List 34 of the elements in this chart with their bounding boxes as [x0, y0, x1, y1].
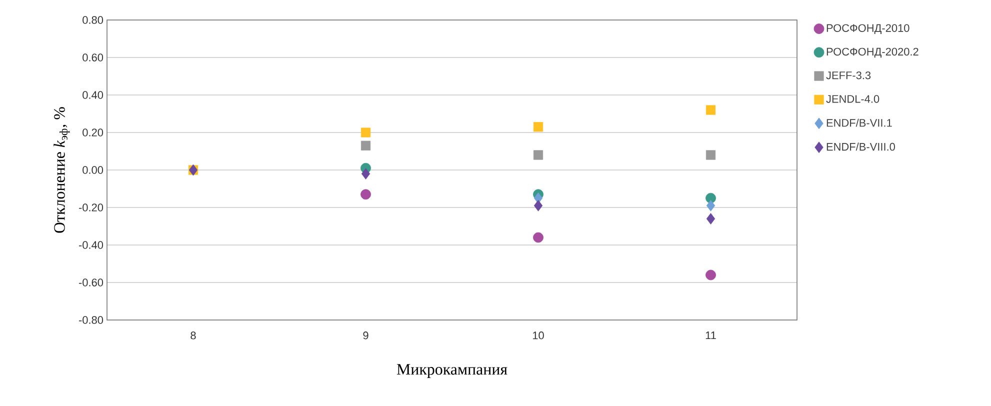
point: [360, 189, 371, 200]
y-tick-label: -0.60: [78, 278, 104, 286]
legend-label: JENDL-4.0: [826, 95, 880, 103]
x-tick-label: 8: [190, 332, 196, 340]
y-axis-title: Отклонение k$_{эф}$, %: [54, 107, 70, 233]
point: [361, 168, 370, 180]
point: [706, 150, 716, 160]
x-tick-label: 9: [363, 332, 368, 340]
x-tick-label: 11: [706, 332, 716, 340]
y-tick-label: 0.00: [82, 166, 104, 174]
point: [706, 213, 716, 224]
legend-label: JEFF-3.3: [826, 71, 871, 80]
x-tick-label: 10: [532, 332, 544, 340]
point: [533, 232, 544, 243]
legend-label: РОСФОНД-2010: [826, 24, 910, 34]
point: [706, 105, 716, 115]
y-tick-label: -0.20: [78, 204, 104, 212]
point: [533, 122, 544, 132]
point: [360, 140, 371, 150]
x-axis-title: Микрокампания: [396, 364, 508, 378]
point: [706, 200, 716, 212]
point: [533, 150, 544, 160]
legend-label: РОСФОНД-2020.2: [826, 48, 918, 58]
point: [360, 128, 371, 138]
y-tick-label: -0.40: [78, 241, 104, 249]
y-tick-label: 0.60: [82, 54, 104, 62]
legend-label: ENDF/B-VIII.0: [826, 142, 895, 151]
point: [706, 270, 716, 280]
y-tick-label: 0.20: [82, 128, 104, 136]
y-tick-label: 0.80: [82, 16, 104, 24]
legend-label: ENDF/B-VII.1: [826, 118, 892, 127]
point: [534, 200, 543, 212]
y-tick-label: 0.40: [82, 91, 104, 99]
y-tick-label: -0.80: [78, 316, 104, 324]
